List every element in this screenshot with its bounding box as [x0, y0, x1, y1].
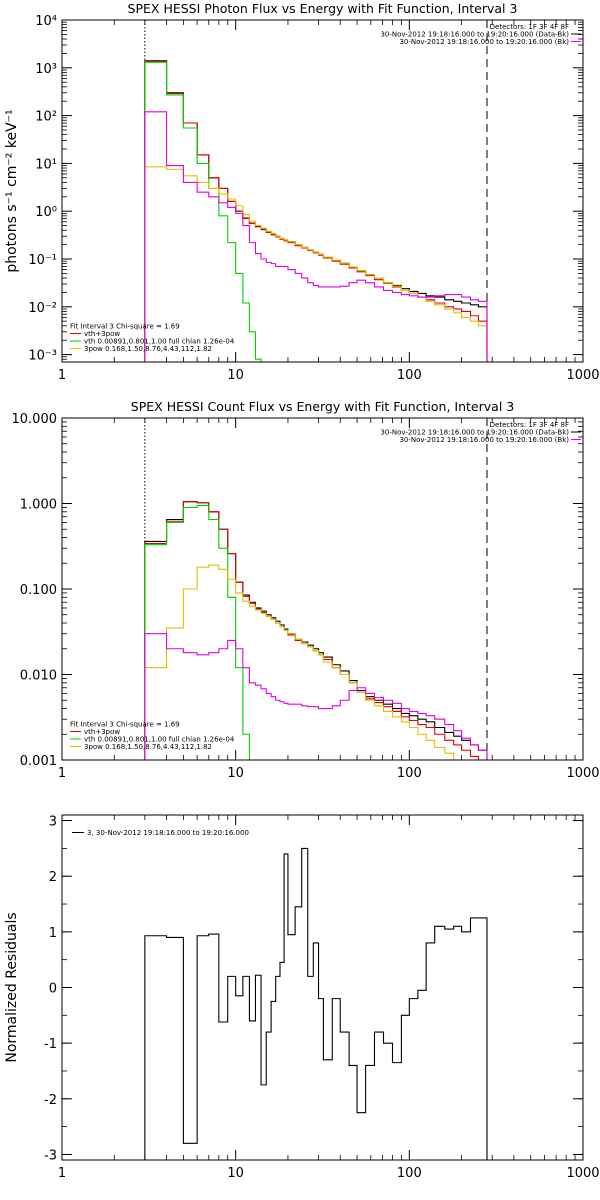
y-tick-label: 10⁻¹: [28, 253, 57, 268]
axes-frame: [61, 417, 584, 761]
x-tick-label: 1: [58, 368, 66, 383]
series-4-histogram: [144, 564, 463, 760]
x-tick-label: 10: [227, 1166, 244, 1181]
series-5-histogram: [144, 111, 488, 362]
legend-bottom-left-entry: vth 0.00891,0.801,1.00 full chian 1.26e-…: [84, 736, 235, 744]
legend-bottom-left-entry: vth 0.00891,0.801,1.00 full chian 1.26e-…: [84, 338, 235, 346]
series-1-histogram: [144, 501, 488, 760]
legend-top-right-entry: Detectors: 1F 3F 4F 8F: [490, 23, 569, 31]
y-tick-label: 0.001: [20, 754, 57, 769]
series-4-histogram: [144, 166, 488, 362]
legend-bottom-left-entry: 3pow 0.168,1.50,8.76,4.43,112,1.82: [84, 743, 212, 751]
x-tick-label: 100: [397, 766, 422, 781]
legend-bottom-left-entry: Fit Interval 3 Chi-square = 1.69: [70, 721, 180, 729]
legend-bottom-left-entry: 3pow 0.168,1.50,8.76,4.43,112,1.82: [84, 345, 212, 353]
plot-area: [144, 418, 488, 760]
legend-bottom-left-entry: vth+3pow: [84, 330, 120, 338]
y-tick-label: 2: [49, 870, 57, 885]
legend-top-right-entry: 30-Nov-2012 19:18:16.000 to 19:20:16.000…: [399, 38, 569, 46]
series-2-histogram: [144, 501, 479, 760]
y-tick-label: 10⁻³: [28, 349, 57, 364]
axes-frame: [61, 814, 584, 1161]
y-tick-label: -3: [44, 1148, 57, 1163]
y-axis-label: Normalized Residuals: [4, 912, 20, 1062]
y-tick-label: -2: [44, 1093, 57, 1108]
panel-2: SPEX HESSI Count Flux vs Energy with Fit…: [12, 399, 600, 781]
y-tick-label: 10⁻²: [28, 301, 57, 316]
series-2-histogram: [144, 61, 488, 362]
y-tick-label: -1: [44, 1037, 57, 1052]
panel-title: SPEX HESSI Photon Flux vs Energy with Fi…: [128, 1, 518, 16]
y-axis-label: photons s⁻¹ cm⁻² keV⁻¹: [4, 109, 20, 272]
y-tick-label: 1.000: [20, 498, 57, 513]
legend-top-left-entry: 3, 30-Nov-2012 19:18:16.000 to 19:20:16.…: [87, 829, 249, 837]
y-tick-label: 0.100: [20, 583, 57, 598]
x-tick-label: 100: [397, 1166, 422, 1181]
plot-area: [144, 847, 488, 1160]
series-3-histogram: [144, 504, 250, 760]
x-tick-label: 100: [397, 368, 422, 383]
y-tick-label: 10⁴: [35, 14, 57, 29]
legend-top-right-entry: 30-Nov-2012 19:18:16.000 to 19:20:16.000…: [380, 31, 569, 39]
series-5-histogram: [144, 633, 488, 760]
legend-top-right-entry: Detectors: 1F 3F 4F 8F: [490, 421, 569, 429]
series-1-histogram: [144, 847, 488, 1160]
y-tick-label: 10.000: [12, 412, 58, 427]
x-tick-label: 10: [227, 368, 244, 383]
y-tick-label: 0: [49, 982, 57, 997]
legend-bottom-left-entry: vth+3pow: [84, 728, 120, 736]
x-tick-label: 10: [227, 766, 244, 781]
series-1-histogram: [144, 60, 488, 362]
panel-3: 1 10 100 1000 -3 -2 -1 0 1 2 3 Normalized Residuals…: [4, 814, 600, 1181]
x-tick-label: 1000: [566, 368, 599, 383]
legend-bottom-left-entry: Fit Interval 3 Chi-square = 1.69: [70, 323, 180, 331]
series-3-histogram: [144, 61, 262, 362]
y-tick-label: 0.010: [20, 669, 57, 684]
panel-title: SPEX HESSI Count Flux vs Energy with Fit…: [131, 399, 514, 414]
y-tick-label: 10³: [35, 62, 57, 77]
y-tick-label: 10²: [35, 110, 57, 125]
y-tick-label: 10¹: [35, 157, 57, 172]
x-tick-label: 1: [58, 766, 66, 781]
plot-area: [144, 20, 488, 362]
y-tick-label: 3: [49, 815, 57, 830]
x-tick-label: 1000: [566, 766, 599, 781]
y-tick-label: 1: [49, 926, 57, 941]
panel-1: SPEX HESSI Photon Flux vs Energy with Fi…: [4, 1, 600, 383]
x-tick-label: 1: [58, 1166, 66, 1181]
axes-frame: [61, 19, 584, 363]
x-tick-label: 1000: [566, 1166, 599, 1181]
y-tick-label: 10⁰: [35, 205, 57, 220]
legend-top-right-entry: 30-Nov-2012 19:18:16.000 to 19:20:16.000…: [380, 429, 569, 437]
legend-top-right-entry: 30-Nov-2012 19:18:16.000 to 19:20:16.000…: [399, 436, 569, 444]
